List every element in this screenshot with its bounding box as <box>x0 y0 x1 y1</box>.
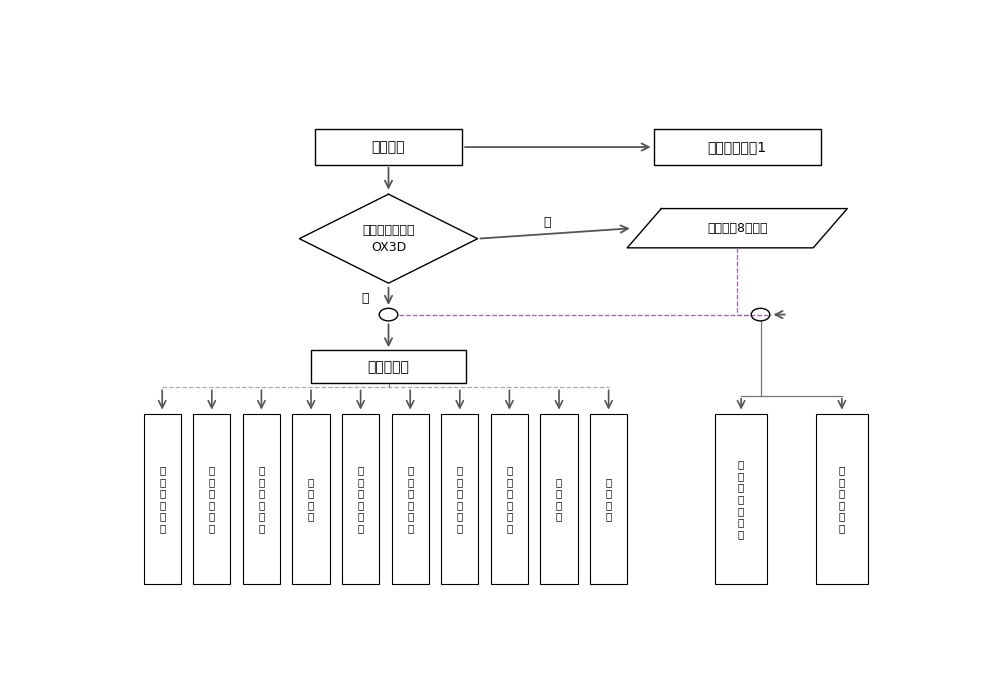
Text: 路
锥
个
数
设
置: 路 锥 个 数 设 置 <box>258 465 265 533</box>
FancyBboxPatch shape <box>715 414 767 584</box>
Text: 投
放
距
离
设
置: 投 放 距 离 设 置 <box>209 465 215 533</box>
Text: 手
动
投
放
命
令: 手 动 投 放 命 令 <box>357 465 364 533</box>
FancyBboxPatch shape <box>654 129 821 165</box>
Text: 停
止
命
令: 停 止 命 令 <box>556 477 562 522</box>
Text: 是否接收到包尾
OX3D: 是否接收到包尾 OX3D <box>362 224 415 254</box>
FancyBboxPatch shape <box>816 414 868 584</box>
FancyBboxPatch shape <box>441 414 478 584</box>
Text: 急
停
命
令: 急 停 命 令 <box>605 477 612 522</box>
Text: 串口中断: 串口中断 <box>372 140 405 154</box>
Text: 自
动
回
收
命
令: 自 动 回 收 命 令 <box>506 465 513 533</box>
Text: 字
节
数
状
态
清
零: 字 节 数 状 态 清 零 <box>738 460 744 539</box>
Text: 当接收到8个字节: 当接收到8个字节 <box>707 222 768 235</box>
Text: 电
源
管
理
设
置: 电 源 管 理 设 置 <box>159 465 165 533</box>
FancyBboxPatch shape <box>590 414 627 584</box>
FancyBboxPatch shape <box>342 414 379 584</box>
Text: 否: 否 <box>544 216 551 229</box>
Text: 接收字节数加1: 接收字节数加1 <box>708 140 767 154</box>
FancyBboxPatch shape <box>311 350 466 384</box>
FancyBboxPatch shape <box>491 414 528 584</box>
FancyBboxPatch shape <box>315 129 462 165</box>
FancyBboxPatch shape <box>144 414 181 584</box>
Text: 自
动
投
放
命
令: 自 动 投 放 命 令 <box>457 465 463 533</box>
Text: 是: 是 <box>362 292 369 305</box>
Text: 数据包解析: 数据包解析 <box>368 360 409 374</box>
Text: 启
动
命
令: 启 动 命 令 <box>308 477 314 522</box>
FancyBboxPatch shape <box>540 414 578 584</box>
FancyBboxPatch shape <box>243 414 280 584</box>
FancyBboxPatch shape <box>292 414 330 584</box>
Text: 清
除
串
口
中
断: 清 除 串 口 中 断 <box>839 465 845 533</box>
FancyBboxPatch shape <box>392 414 429 584</box>
FancyBboxPatch shape <box>193 414 230 584</box>
Text: 手
动
回
收
命
令: 手 动 回 收 命 令 <box>407 465 413 533</box>
